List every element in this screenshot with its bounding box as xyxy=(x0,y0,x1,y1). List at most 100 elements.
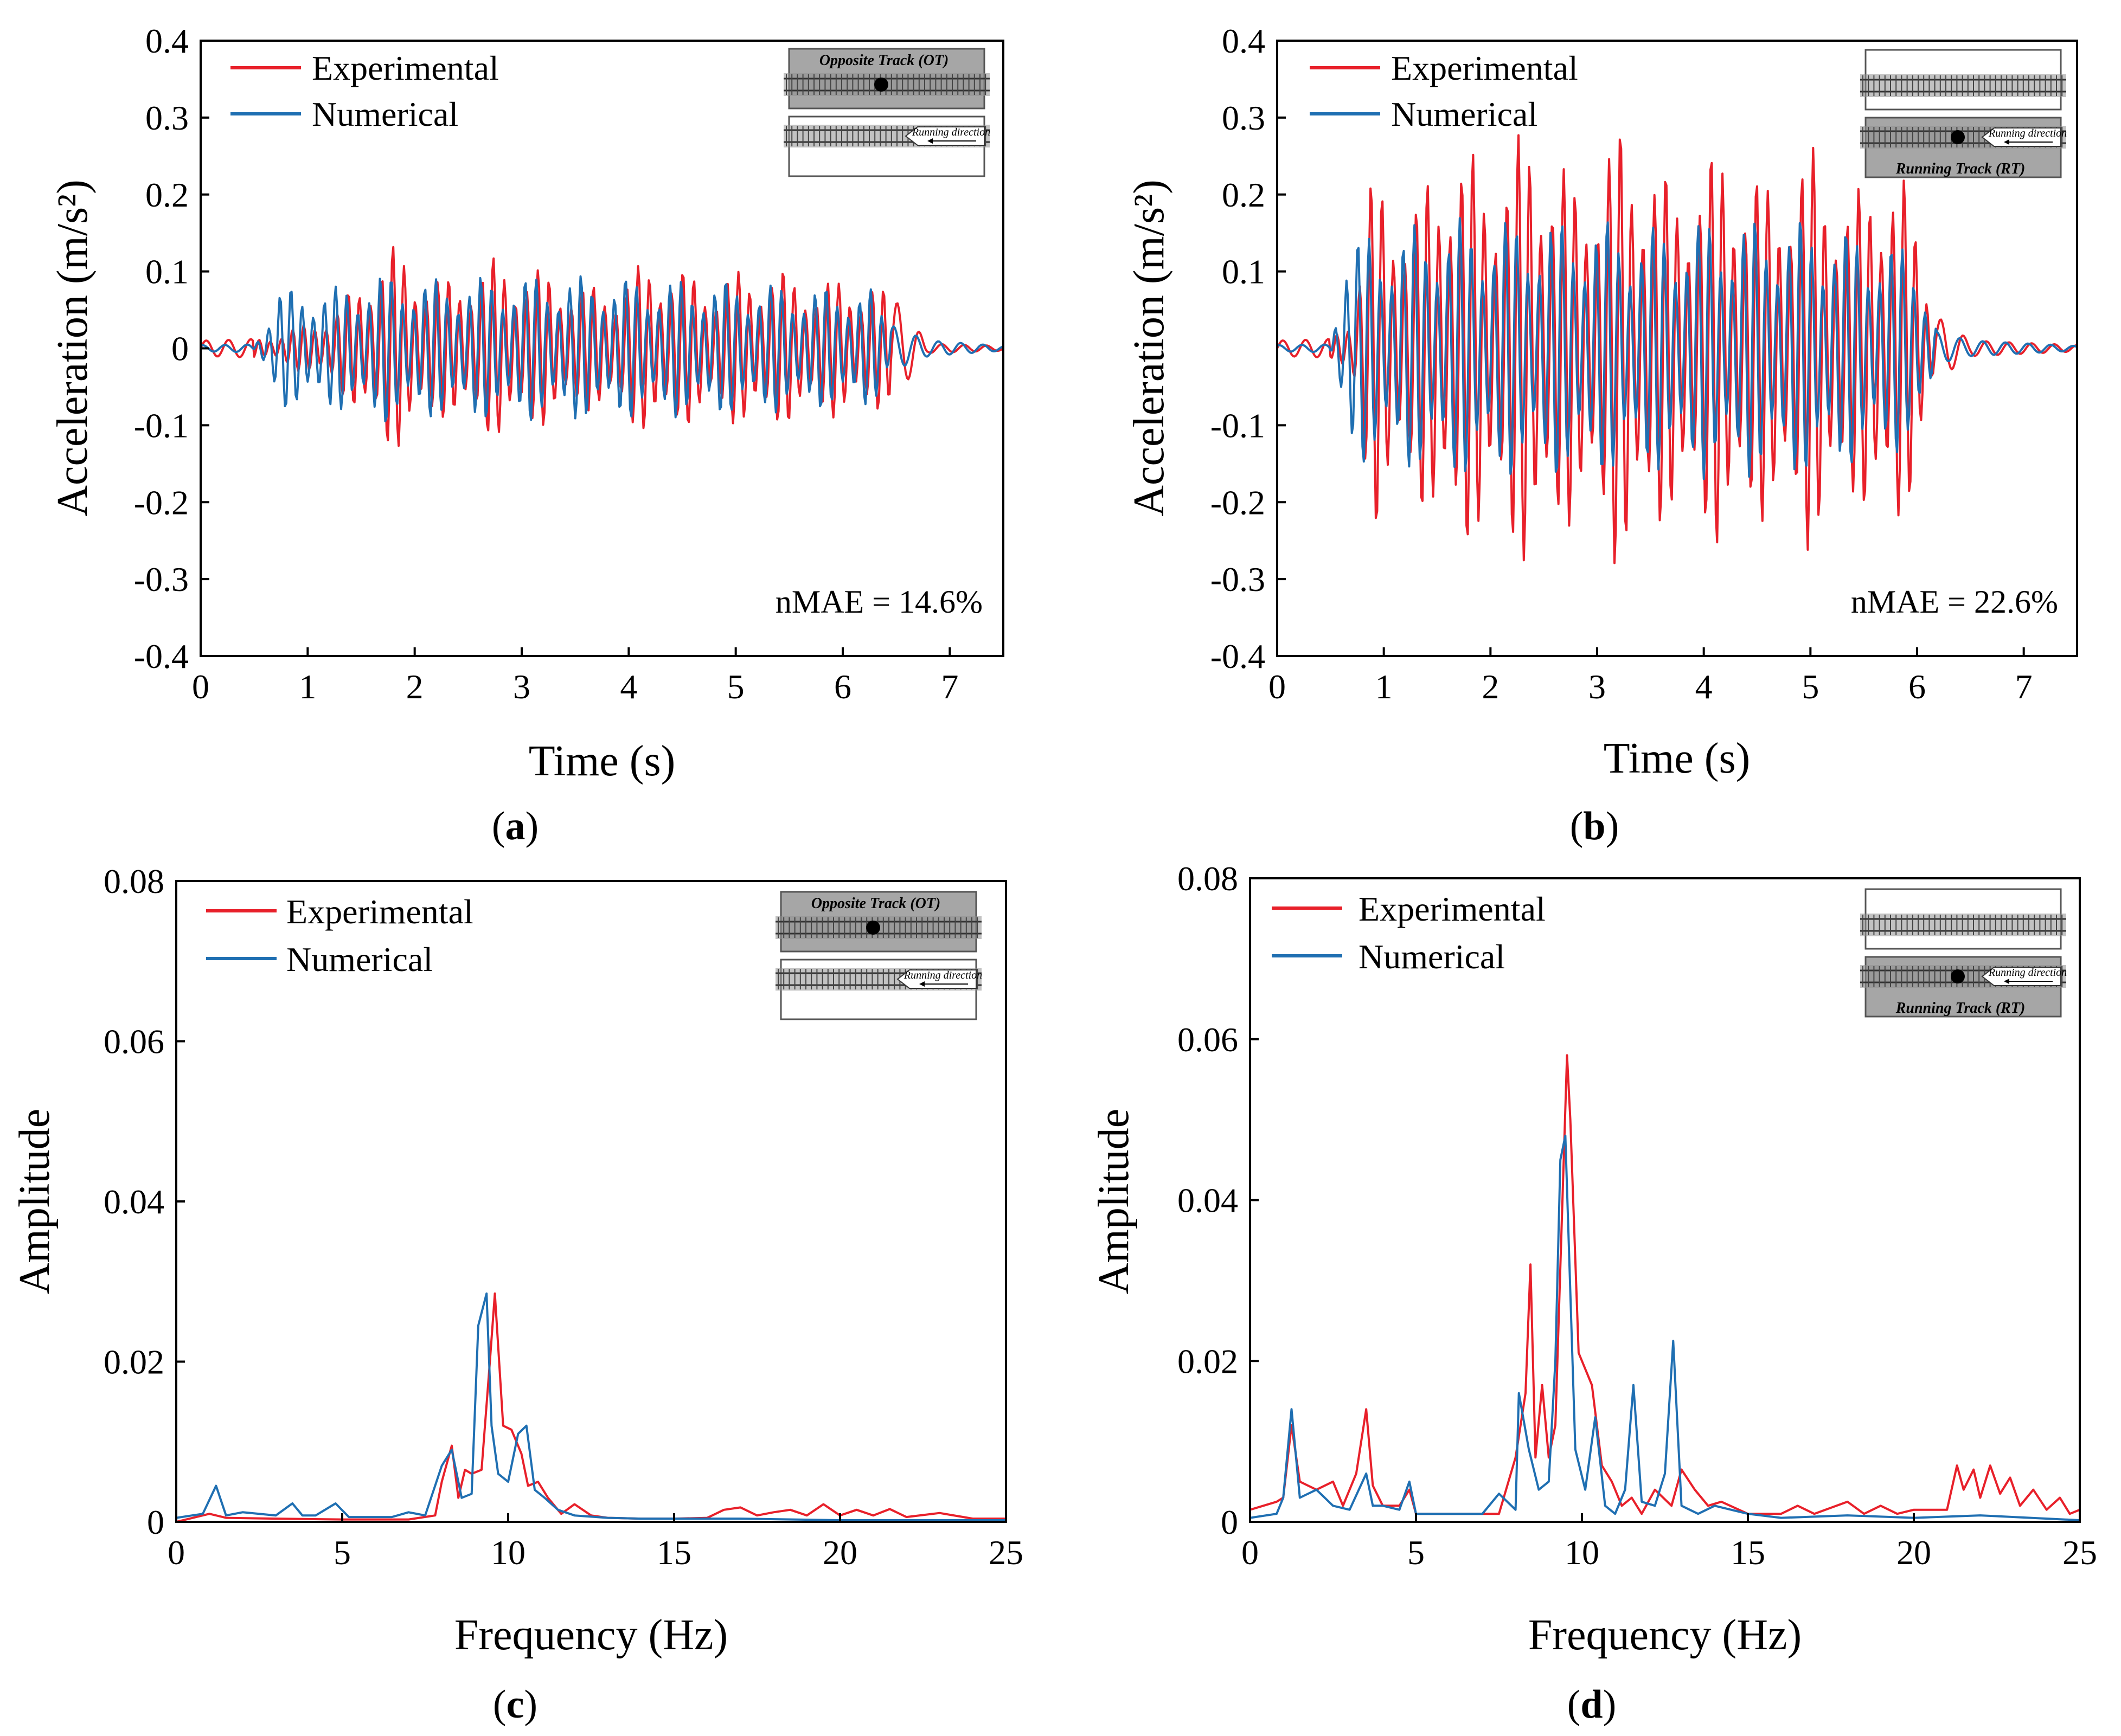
panel-c-xtick-label: 20 xyxy=(823,1533,857,1572)
panel-d-legend-numerical-label: Numerical xyxy=(1359,937,1505,976)
panel-b-ytick-label: 0.2 xyxy=(1222,176,1265,214)
panel-d-ytick-label: 0.04 xyxy=(1177,1181,1238,1220)
inset-running-direction: Running direction xyxy=(1981,967,2067,986)
inset-upper-track xyxy=(1860,74,2066,97)
panel-c-legend-numerical-label: Numerical xyxy=(286,940,433,979)
panel-b-ytick-label: 0.4 xyxy=(1222,22,1265,60)
panel-c-ytick-label: 0.08 xyxy=(104,862,164,901)
panel-b-legend: Experimental Numerical xyxy=(1310,49,1578,133)
panel-b-xtick-label: 5 xyxy=(1802,667,1819,706)
panel-c-xtick-label: 10 xyxy=(491,1533,526,1572)
inset-running-direction-text: Running direction xyxy=(1988,967,2067,979)
panel-d-legend-experimental-label: Experimental xyxy=(1359,890,1546,928)
panel-a-xlabel: Time (s) xyxy=(529,737,675,785)
panel-b-xtick-label: 1 xyxy=(1375,667,1393,706)
inset-sensor-dot xyxy=(1951,969,1965,983)
panel-c-track-inset: Opposite Track (OT) Running direction xyxy=(776,891,982,1020)
panel-b-track-inset: Running Track (RT) Running direction xyxy=(1860,49,2067,178)
panel-b-xtick-label: 0 xyxy=(1268,667,1286,706)
panel-c-series-numerical xyxy=(176,1292,1006,1521)
panel-a-xtick-label: 3 xyxy=(513,667,530,706)
panel-c-ytick-label: 0.02 xyxy=(104,1343,164,1381)
panel-c-series-experimental xyxy=(176,1292,1006,1522)
panel-b-ytick-label: -0.1 xyxy=(1210,406,1265,445)
panel-a-xtick-label: 5 xyxy=(727,667,745,706)
panel-c-caption: (c) xyxy=(493,1682,537,1727)
panel-a-xtick-label: 6 xyxy=(834,667,851,706)
panel-b-xlabel: Time (s) xyxy=(1604,735,1750,782)
panel-c-xtick-label: 0 xyxy=(168,1533,185,1572)
panel-d-xlabel: Frequency (Hz) xyxy=(1528,1611,1802,1659)
panel-a-ytick-label: 0.4 xyxy=(145,22,189,60)
panel-a-axes: 0 1 2 3 4 5 6 7 0.4 0.3 0.2 0.1 0 -0.1 -0.2 -0.3 -0.4 xyxy=(134,22,959,706)
panel-a-legend: Experimental Numerical xyxy=(230,49,499,133)
panel-a-xtick-label: 1 xyxy=(299,667,316,706)
inset-track-label: Running Track (RT) xyxy=(1895,160,2026,177)
panel-d-track-inset: Running Track (RT) Running direction xyxy=(1860,888,2067,1018)
panel-a-ytick-label: 0.3 xyxy=(145,99,189,137)
panel-a-series-numerical xyxy=(201,275,1003,422)
panel-c-legend-experimental-label: Experimental xyxy=(286,892,473,931)
inset-running-direction-text: Running direction xyxy=(1988,127,2067,139)
panel-d: 0 5 10 15 20 25 0 0.02 0.04 0.06 0.08 Experimental… xyxy=(1090,859,2097,1727)
panel-b-series-experimental xyxy=(1277,134,2077,564)
panel-a-xtick-label: 7 xyxy=(941,667,958,706)
panel-b-xtick-label: 2 xyxy=(1482,667,1499,706)
panel-d-xtick-label: 10 xyxy=(1565,1533,1599,1572)
panel-c-caption-letter: c xyxy=(507,1682,524,1727)
inset-sensor-dot xyxy=(874,78,888,92)
inset-track-label: Opposite Track (OT) xyxy=(819,52,949,69)
panel-b: 0 1 2 3 4 5 6 7 0.4 0.3 0.2 0.1 -0.1 -0.2 -0.3 -0.4 Exp… xyxy=(1125,22,2078,848)
panel-a-xtick-label: 0 xyxy=(192,667,209,706)
inset-running-direction: Running direction xyxy=(1981,127,2067,147)
panel-c-legend: Experimental Numerical xyxy=(206,892,473,979)
panel-b-ytick-label: 0.3 xyxy=(1222,99,1265,137)
panel-a-xtick-label: 2 xyxy=(406,667,424,706)
panel-b-ytick-label: -0.2 xyxy=(1210,483,1265,522)
panel-c-ytick-label: 0.04 xyxy=(104,1182,164,1221)
panel-c: 0 5 10 15 20 25 0 0.02 0.04 0.06 0.08 Experimental… xyxy=(11,862,1023,1727)
panel-b-legend-numerical-label: Numerical xyxy=(1391,95,1537,133)
panel-b-caption: (b) xyxy=(1570,804,1619,848)
panel-b-xtick-label: 7 xyxy=(2015,667,2033,706)
panel-c-data xyxy=(176,1292,1006,1522)
panel-b-caption-letter: b xyxy=(1583,804,1605,848)
panel-a-ytick-label: 0.2 xyxy=(145,176,189,214)
panel-d-caption: (d) xyxy=(1567,1682,1616,1727)
panel-b-legend-experimental-label: Experimental xyxy=(1391,49,1578,87)
panel-d-xtick-label: 25 xyxy=(2062,1533,2097,1572)
inset-upper-track xyxy=(1860,914,2066,936)
panel-b-series-numerical xyxy=(1277,217,2077,480)
panel-b-ytick-label: -0.4 xyxy=(1210,637,1265,676)
panel-b-ytick-label: -0.3 xyxy=(1210,560,1265,599)
panel-d-axes: 0 5 10 15 20 25 0 0.02 0.04 0.06 0.08 xyxy=(1177,859,2097,1572)
panel-b-ylabel: Acceleration (m/s²) xyxy=(1125,179,1173,516)
inset-running-direction: Running direction xyxy=(896,969,982,989)
inset-running-direction: Running direction xyxy=(905,126,990,146)
panel-a-data xyxy=(201,246,1003,447)
inset-sensor-dot xyxy=(1951,130,1965,144)
inset-running-direction-text: Running direction xyxy=(912,126,990,138)
panel-d-ytick-label: 0 xyxy=(1221,1503,1238,1541)
panel-d-caption-letter: d xyxy=(1580,1682,1603,1727)
panel-c-ytick-label: 0.06 xyxy=(104,1023,164,1061)
panel-d-series-experimental xyxy=(1250,1054,2080,1515)
panel-d-series-numerical xyxy=(1250,1134,2080,1521)
panel-c-xtick-label: 25 xyxy=(989,1533,1023,1572)
panel-a-legend-numerical-label: Numerical xyxy=(312,95,458,133)
panel-d-legend: Experimental Numerical xyxy=(1272,890,1546,976)
panel-d-data xyxy=(1250,1054,2080,1521)
panel-a-xtick-label: 4 xyxy=(620,667,637,706)
panel-b-xtick-label: 3 xyxy=(1588,667,1606,706)
panel-d-xtick-label: 20 xyxy=(1896,1533,1931,1572)
panel-a-ytick-label: -0.3 xyxy=(134,560,189,599)
panel-a-nmae-annotation: nMAE = 14.6% xyxy=(776,584,983,620)
panel-b-xtick-label: 4 xyxy=(1695,667,1713,706)
inset-track-label: Opposite Track (OT) xyxy=(811,895,940,912)
panel-a-caption: (a) xyxy=(492,804,539,848)
panel-b-plot-frame xyxy=(1276,40,2078,657)
panel-a: 0 1 2 3 4 5 6 7 0.4 0.3 0.2 0.1 0 -0.1 -0.2 -0.3 -0.4 Ex… xyxy=(49,22,1004,848)
panel-d-ylabel: Amplitude xyxy=(1090,1109,1138,1294)
panel-a-ytick-label: 0 xyxy=(171,330,189,368)
